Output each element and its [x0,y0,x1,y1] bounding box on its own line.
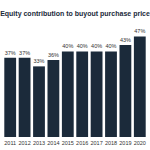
svg-text:2017: 2017 [90,140,102,146]
svg-text:33%: 33% [33,58,44,64]
svg-text:40%: 40% [91,43,102,49]
svg-text:Equity contribution to buyout: Equity contribution to buyout purchase p… [0,10,150,18]
svg-text:2016: 2016 [76,140,88,146]
svg-text:40%: 40% [77,43,88,49]
svg-text:43%: 43% [120,37,131,43]
svg-text:2014: 2014 [47,140,59,146]
svg-text:2011: 2011 [4,140,16,146]
svg-text:2012: 2012 [18,140,30,146]
svg-text:37%: 37% [5,50,16,56]
svg-text:40%: 40% [105,43,116,49]
svg-text:2013: 2013 [33,140,45,146]
svg-text:2018: 2018 [105,140,117,146]
svg-text:2019: 2019 [119,140,131,146]
svg-text:2020: 2020 [134,140,146,146]
svg-text:2015: 2015 [62,140,74,146]
svg-text:40%: 40% [62,43,73,49]
svg-text:37%: 37% [19,50,30,56]
svg-text:47%: 47% [134,28,145,34]
svg-text:36%: 36% [48,52,59,58]
